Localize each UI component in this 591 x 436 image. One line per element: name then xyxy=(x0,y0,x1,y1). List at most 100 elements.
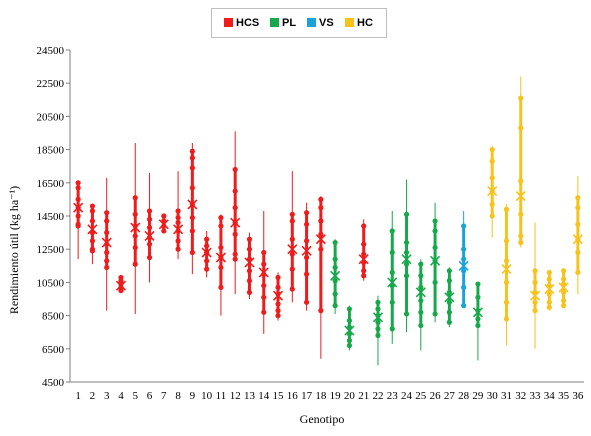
mean-marker xyxy=(258,267,269,278)
legend: HCS PL VS HC xyxy=(211,8,387,38)
y-tick-label: 4500 xyxy=(42,377,65,389)
x-tick-label: 28 xyxy=(458,390,470,402)
data-point xyxy=(104,249,110,256)
data-point xyxy=(146,241,153,247)
data-point xyxy=(361,268,367,274)
data-point xyxy=(560,268,567,274)
data-point xyxy=(418,261,424,267)
genotype-4-series xyxy=(115,274,127,294)
data-point xyxy=(332,303,338,309)
data-point xyxy=(232,251,238,257)
data-point xyxy=(132,244,138,251)
data-point xyxy=(318,205,324,211)
mean-marker xyxy=(330,270,341,281)
data-point xyxy=(346,337,353,344)
mean-marker xyxy=(173,224,184,235)
data-point xyxy=(289,218,295,224)
genotype-21-series xyxy=(358,219,369,281)
data-point xyxy=(532,308,538,314)
data-point xyxy=(189,165,195,171)
data-point xyxy=(246,278,253,284)
mean-marker xyxy=(415,287,426,298)
x-axis-label: Genotipo xyxy=(300,412,345,426)
data-layer xyxy=(73,76,583,366)
x-tick-label: 9 xyxy=(190,390,196,402)
data-point xyxy=(275,274,281,281)
x-tick-label: 27 xyxy=(444,390,456,402)
mean-marker xyxy=(130,222,141,233)
mean-marker xyxy=(315,234,326,245)
y-tick-label: 12500 xyxy=(37,244,65,256)
data-point xyxy=(189,185,195,191)
genotype-33-series xyxy=(529,222,541,349)
data-point xyxy=(204,236,210,242)
legend-swatch-pl xyxy=(270,18,279,27)
data-point xyxy=(175,246,181,252)
genotype-7-series xyxy=(158,213,169,234)
data-point xyxy=(204,258,210,264)
x-tick-label: 5 xyxy=(133,390,139,402)
data-point xyxy=(89,238,96,244)
data-point xyxy=(332,239,338,246)
genotype-8-series xyxy=(173,171,184,260)
x-tick-label: 8 xyxy=(175,390,181,402)
x-tick-label: 30 xyxy=(487,390,499,402)
data-point xyxy=(389,269,395,276)
data-point xyxy=(332,278,338,284)
data-point xyxy=(518,233,524,239)
x-tick-label: 35 xyxy=(558,390,570,402)
genotype-13-series xyxy=(244,232,255,299)
x-tick-label: 6 xyxy=(147,390,153,402)
genotype-3-series xyxy=(101,177,112,311)
data-point xyxy=(303,299,310,305)
mean-marker xyxy=(458,260,469,271)
genotype-17-series xyxy=(301,202,312,311)
data-point xyxy=(575,205,581,211)
data-point xyxy=(475,294,481,300)
x-tick-label: 22 xyxy=(372,390,383,402)
genotype-10-series xyxy=(201,230,212,278)
data-point xyxy=(261,283,267,289)
data-point xyxy=(375,319,381,325)
legend-swatch-vs xyxy=(307,18,316,27)
mean-marker xyxy=(358,254,369,265)
data-point xyxy=(75,196,81,202)
genotype-29-series xyxy=(472,281,483,361)
data-point xyxy=(218,264,224,271)
data-point xyxy=(446,309,452,315)
data-point xyxy=(532,279,538,285)
mean-marker xyxy=(144,230,155,241)
data-point xyxy=(418,284,424,290)
mean-marker xyxy=(444,292,455,303)
data-point xyxy=(503,258,510,264)
genotype-16-series xyxy=(287,171,298,303)
genotype-27-series xyxy=(444,267,455,328)
data-point xyxy=(346,317,353,324)
data-point xyxy=(303,210,310,216)
data-point xyxy=(389,228,395,234)
data-point xyxy=(446,278,452,284)
genotype-9-series xyxy=(187,142,198,275)
data-point xyxy=(289,286,295,292)
data-point xyxy=(575,195,581,201)
data-point xyxy=(89,208,96,214)
data-point xyxy=(175,215,181,221)
data-point xyxy=(446,289,452,295)
y-tick-label: 14500 xyxy=(37,211,65,223)
data-point xyxy=(489,175,495,181)
data-point xyxy=(146,208,153,214)
data-point xyxy=(232,188,238,194)
data-point xyxy=(403,239,410,246)
data-point xyxy=(546,304,552,310)
mean-marker xyxy=(487,186,498,197)
data-point xyxy=(175,238,181,244)
data-point xyxy=(375,299,381,305)
x-tick-label: 24 xyxy=(401,390,413,402)
y-tick-label: 18500 xyxy=(37,145,65,157)
data-point xyxy=(489,201,495,207)
x-tick-label: 23 xyxy=(387,390,399,402)
data-point xyxy=(132,261,138,267)
mean-marker xyxy=(230,217,241,228)
genotype-31-series xyxy=(501,204,512,346)
legend-swatch-hcs xyxy=(224,18,233,27)
